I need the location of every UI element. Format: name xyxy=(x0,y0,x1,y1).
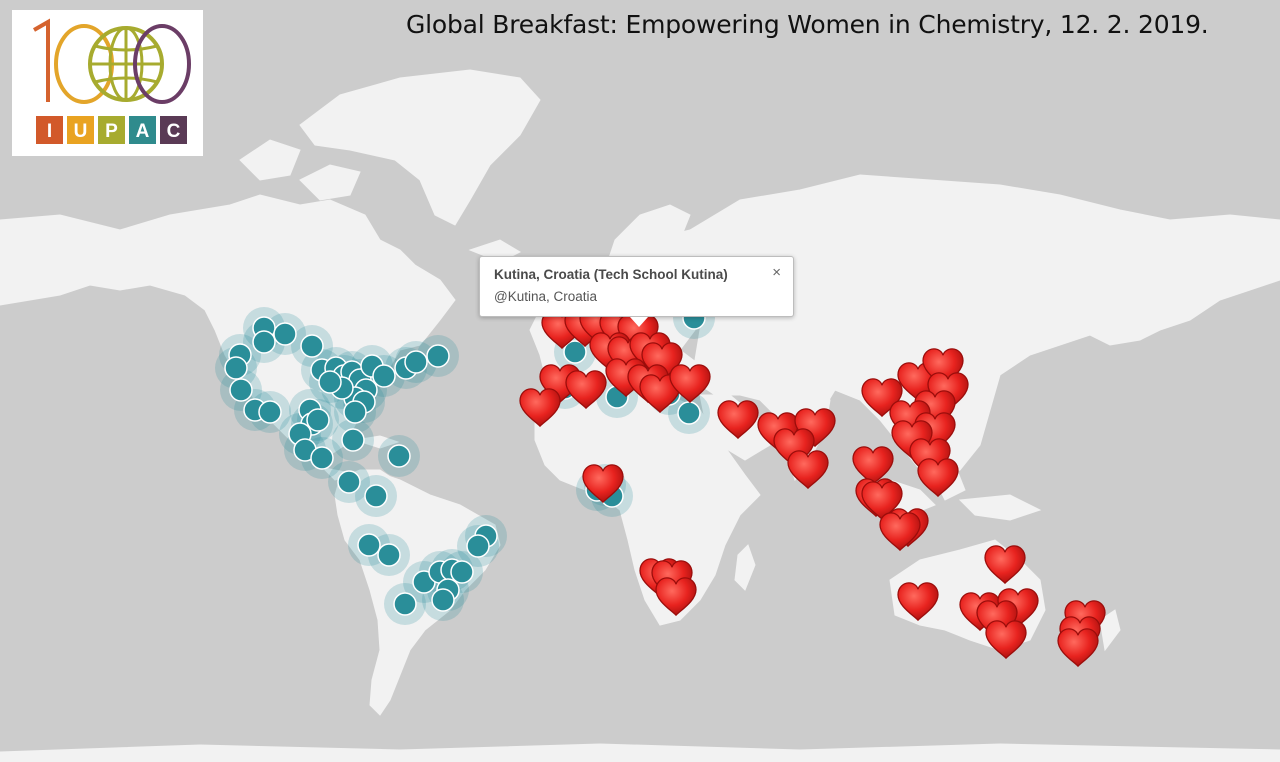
location-popup: Kutina, Croatia (Tech School Kutina) @Ku… xyxy=(479,256,794,327)
location-marker[interactable] xyxy=(258,400,282,424)
location-marker[interactable] xyxy=(466,534,490,558)
location-marker[interactable] xyxy=(224,356,248,380)
location-marker[interactable] xyxy=(273,322,297,346)
logo-letter-u: U xyxy=(74,121,88,142)
popup-pointer xyxy=(630,317,648,327)
popup-title: Kutina, Croatia (Tech School Kutina) xyxy=(494,267,728,282)
logo-letter-a: A xyxy=(136,121,150,142)
location-marker[interactable] xyxy=(318,370,342,394)
map-title: Global Breakfast: Empowering Women in Ch… xyxy=(406,10,1209,39)
location-marker[interactable] xyxy=(372,364,396,388)
location-marker[interactable] xyxy=(450,560,474,584)
location-marker[interactable] xyxy=(677,401,701,425)
logo-letter-c: C xyxy=(167,121,181,142)
location-marker[interactable] xyxy=(343,400,367,424)
location-marker[interactable] xyxy=(393,592,417,616)
location-marker[interactable] xyxy=(337,470,361,494)
location-marker[interactable] xyxy=(252,330,276,354)
location-marker[interactable] xyxy=(300,334,324,358)
location-marker[interactable] xyxy=(431,588,455,612)
location-marker[interactable] xyxy=(364,484,388,508)
location-marker[interactable] xyxy=(310,446,334,470)
location-marker[interactable] xyxy=(387,444,411,468)
location-marker[interactable] xyxy=(229,378,253,402)
logo-letter-i: I xyxy=(47,121,52,142)
logo-letter-p: P xyxy=(105,121,118,142)
location-marker[interactable] xyxy=(404,350,428,374)
iupac-logo: I U P A C xyxy=(12,10,203,156)
location-marker[interactable] xyxy=(306,408,330,432)
location-marker[interactable] xyxy=(563,340,587,364)
location-marker[interactable] xyxy=(377,543,401,567)
location-marker[interactable] xyxy=(426,344,450,368)
location-marker[interactable] xyxy=(341,428,365,452)
location-marker[interactable] xyxy=(357,533,381,557)
close-icon[interactable]: × xyxy=(772,264,781,281)
popup-subtitle: @Kutina, Croatia xyxy=(494,289,598,304)
